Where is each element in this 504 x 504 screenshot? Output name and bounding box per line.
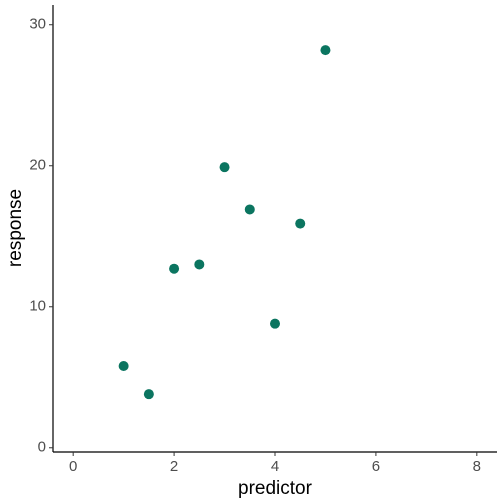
point	[295, 218, 306, 229]
x-tick-label: 4	[271, 458, 279, 475]
point	[118, 360, 129, 371]
point	[320, 45, 331, 56]
x-tick-label: 6	[372, 458, 380, 475]
y-tick-label: 30	[29, 16, 46, 33]
y-tick-label: 10	[29, 298, 46, 315]
y-tick-label: 20	[29, 157, 46, 174]
point	[194, 259, 205, 270]
point	[219, 162, 230, 173]
x-tick-label: 8	[473, 458, 481, 475]
point	[169, 263, 180, 274]
x-tick-label: 2	[170, 458, 178, 475]
x-axis-title: predictor	[238, 478, 313, 499]
point	[270, 318, 280, 329]
point	[143, 389, 154, 400]
y-tick-label: 0	[38, 439, 46, 456]
y-axis-title: response	[5, 189, 26, 267]
x-tick-label: 0	[69, 458, 77, 475]
point	[244, 204, 255, 215]
